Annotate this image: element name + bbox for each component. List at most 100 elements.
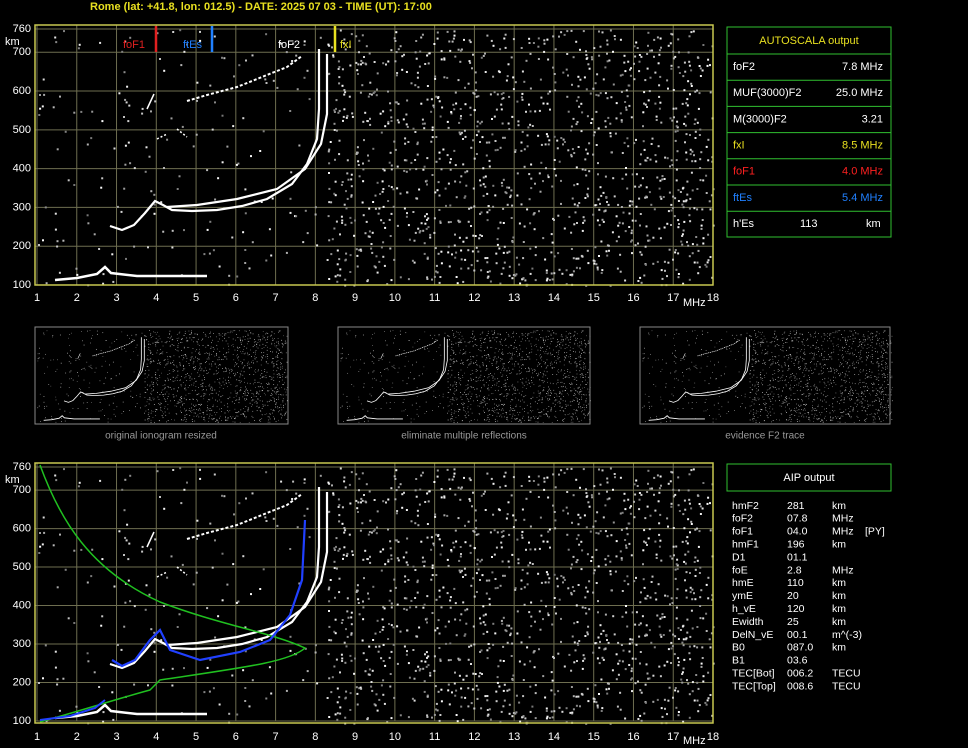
aip-cell: h_vE xyxy=(732,603,756,615)
param-value: 5.4 MHz xyxy=(842,192,883,204)
x-unit: MHz xyxy=(683,297,706,309)
aip-cell: TECU xyxy=(832,667,861,679)
x-tick-label: 17 xyxy=(667,731,679,743)
x-tick-label: 15 xyxy=(588,731,600,743)
aip-cell: 281 xyxy=(787,500,805,512)
param-unit: km xyxy=(866,218,881,230)
y-unit: km xyxy=(5,474,20,486)
aip-cell: TECU xyxy=(832,680,861,692)
x-tick-label: 4 xyxy=(153,292,159,304)
x-tick-label: 14 xyxy=(548,731,560,743)
y-tick-label: 700 xyxy=(13,484,31,496)
thumbnail: evidence F2 trace xyxy=(639,326,894,442)
x-tick-label: 18 xyxy=(707,731,719,743)
x-tick-label: 12 xyxy=(468,731,480,743)
x-tick-label: 8 xyxy=(312,292,318,304)
aip-cell: km xyxy=(832,577,846,589)
bottom-traces xyxy=(36,465,716,727)
thumbnail: eliminate multiple reflections xyxy=(337,326,592,442)
aip-cell: km xyxy=(832,603,846,615)
aip-cell: 04.0 xyxy=(787,526,808,538)
header: Rome (lat: +41.8, lon: 012.5) - DATE: 20… xyxy=(90,1,432,13)
y-tick-label: 400 xyxy=(13,599,31,611)
y-tick-label: 760 xyxy=(13,23,31,35)
x-tick-label: 9 xyxy=(352,292,358,304)
param-name: ftEs xyxy=(733,192,752,204)
y-tick-label: 500 xyxy=(13,561,31,573)
y-tick-label: 100 xyxy=(13,279,31,291)
x-tick-label: 1 xyxy=(34,292,40,304)
aip-cell: 008.6 xyxy=(787,680,813,692)
y-tick-label: 500 xyxy=(13,124,31,136)
x-tick-label: 13 xyxy=(508,292,520,304)
x-tick-label: 14 xyxy=(548,292,560,304)
x-tick-label: 6 xyxy=(233,731,239,743)
x-tick-label: 11 xyxy=(429,731,440,743)
param-name: fxI xyxy=(733,140,745,152)
aip-title: AIP output xyxy=(783,472,834,484)
x-tick-label: 7 xyxy=(273,292,279,304)
aip-cell: [PY] xyxy=(865,526,885,538)
param-value: 25.0 MHz xyxy=(836,87,883,99)
y-tick-label: 760 xyxy=(13,461,31,473)
aip-cell: km xyxy=(832,616,846,628)
aip-cell: MHz xyxy=(832,513,854,525)
y-tick-label: 600 xyxy=(13,85,31,97)
bottom-frame xyxy=(34,462,714,724)
top-frame xyxy=(34,24,714,286)
x-tick-label: 9 xyxy=(352,731,358,743)
x-tick-label: 3 xyxy=(113,731,119,743)
x-tick-label: 6 xyxy=(233,292,239,304)
param-name: M(3000)F2 xyxy=(733,113,787,125)
thumbnail-label: evidence F2 trace xyxy=(725,431,805,442)
y-tick-label: 100 xyxy=(13,715,31,727)
y-tick-label: 200 xyxy=(13,676,31,688)
aip-cell: TEC[Bot] xyxy=(732,667,775,679)
aip-cell: 01.1 xyxy=(787,551,808,563)
param-name: MUF(3000)F2 xyxy=(733,87,801,99)
aip-cell: 006.2 xyxy=(787,667,813,679)
x-tick-label: 3 xyxy=(113,292,119,304)
autoscala-box: AUTOSCALA output foF2 7.8 MHz MUF(3000)F2 2… xyxy=(726,26,892,238)
aip-cell: km xyxy=(832,590,846,602)
aip-cell: Ewidth xyxy=(732,616,764,628)
marker-label: ftEs xyxy=(183,39,202,51)
aip-cell: m^(-3) xyxy=(832,629,862,641)
y-tick-label: 600 xyxy=(13,522,31,534)
top-traces xyxy=(36,27,716,289)
marker-label: foF2 xyxy=(278,39,300,51)
marker-label: fxI xyxy=(340,39,352,51)
x-tick-label: 16 xyxy=(627,292,639,304)
aip-cell: hmF2 xyxy=(732,500,759,512)
aip-cell: B1 xyxy=(732,655,745,667)
y-unit: km xyxy=(5,36,20,48)
aip-cell: km xyxy=(832,500,846,512)
param-value: 4.0 MHz xyxy=(842,166,883,178)
aip-cell: MHz xyxy=(832,526,854,538)
aip-cell: hmE xyxy=(732,577,754,589)
aip-cell: 07.8 xyxy=(787,513,808,525)
model-profile xyxy=(39,464,307,723)
param-value: 7.8 MHz xyxy=(842,61,883,73)
aip-cell: 20 xyxy=(787,590,799,602)
param-value: 113 xyxy=(800,218,818,230)
x-tick-label: 2 xyxy=(74,731,80,743)
x-unit: MHz xyxy=(683,735,706,747)
x-tick-label: 8 xyxy=(312,731,318,743)
aip-cell: 196 xyxy=(787,538,805,550)
aip-box: AIP output hmF2 281 km foF2 07.8 MHz foF1 04.0 M… xyxy=(726,463,892,692)
y-tick-label: 700 xyxy=(13,46,31,58)
param-name: h'Es xyxy=(733,218,755,230)
thumbnail-label: original ionogram resized xyxy=(105,431,217,442)
param-name: foF1 xyxy=(733,166,755,178)
x-tick-label: 11 xyxy=(429,292,440,304)
aip-cell: hmF1 xyxy=(732,538,759,550)
y-tick-label: 400 xyxy=(13,163,31,175)
aip-cell: 087.0 xyxy=(787,642,813,654)
x-tick-label: 1 xyxy=(34,731,40,743)
param-value: 3.21 xyxy=(862,113,883,125)
aip-cell: foF1 xyxy=(732,526,753,538)
